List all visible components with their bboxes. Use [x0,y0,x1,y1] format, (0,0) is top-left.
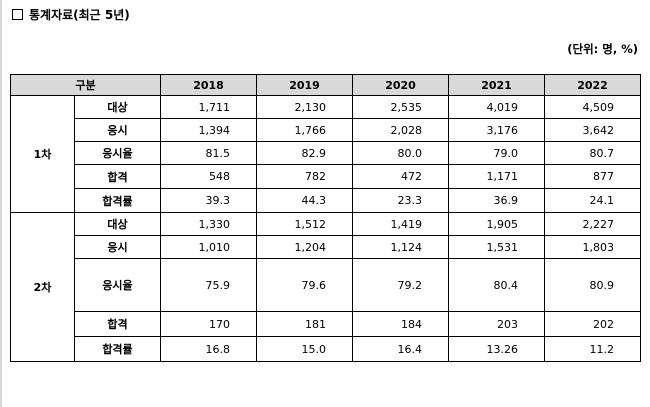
row-label: 응시율 [74,141,161,165]
table-cell: 1,010 [160,235,257,259]
table-cell: 184 [352,311,449,337]
left-edge-rule [0,0,2,407]
row-label: 대상 [74,95,161,119]
header-corner: 구분 [10,74,161,96]
table-cell: 11.2 [544,336,641,362]
table-cell: 1,512 [256,212,353,236]
statistics-table: 구분 2018 2019 2020 2021 2022 1차 대상 1,711 … [10,74,641,362]
section-heading: 통계자료(최근 5년) [12,6,130,23]
table-cell: 4,019 [448,95,545,119]
table-cell: 1,905 [448,212,545,236]
table-row: 합격률 16.8 15.0 16.4 13.26 11.2 [11,336,641,362]
table-row: 2차 대상 1,330 1,512 1,419 1,905 2,227 [10,212,641,362]
table-cell: 181 [256,311,353,337]
table-cell: 472 [352,164,449,189]
table-cell: 80.0 [352,141,449,165]
row-label: 합격 [74,164,161,189]
table-cell: 877 [544,164,641,189]
table-row: 합격 548 782 472 1,171 877 [11,164,641,189]
table-cell: 36.9 [448,188,545,213]
table-cell: 1,803 [544,235,641,259]
row-label: 응시 [74,118,161,142]
header-year: 2020 [352,74,449,96]
table-row: 합격 170 181 184 203 202 [11,311,641,337]
header-year: 2018 [160,74,257,96]
row-label: 대상 [74,212,161,236]
table-cell: 79.6 [256,258,353,312]
table-row: 1차 대상 1,711 2,130 2,535 4,019 4,509 [10,95,641,213]
table-cell: 2,028 [352,118,449,142]
table-cell: 782 [256,164,353,189]
table-cell: 16.4 [352,336,449,362]
table-cell: 170 [160,311,257,337]
table-cell: 75.9 [160,258,257,312]
table-cell: 15.0 [256,336,353,362]
table-cell: 3,176 [448,118,545,142]
table-cell: 203 [448,311,545,337]
table-cell: 1,766 [256,118,353,142]
table-cell: 2,535 [352,95,449,119]
table-row: 합격률 39.3 44.3 23.3 36.9 24.1 [11,188,641,213]
row-label: 응시 [74,235,161,259]
table-cell: 2,130 [256,95,353,119]
row-label: 합격률 [74,336,161,362]
table-cell: 1,204 [256,235,353,259]
header-row: 구분 2018 2019 2020 2021 2022 [10,74,641,96]
table-cell: 3,642 [544,118,641,142]
table-cell: 1,711 [160,95,257,119]
table-row: 응시율 81.5 82.9 80.0 79.0 80.7 [11,141,641,165]
table-cell: 1,394 [160,118,257,142]
table-cell: 4,509 [544,95,641,119]
table-cell: 1,124 [352,235,449,259]
group-label: 1차 [10,95,75,213]
table-cell: 81.5 [160,141,257,165]
header-year: 2021 [448,74,545,96]
row-label: 합격 [74,311,161,337]
table-cell: 80.7 [544,141,641,165]
table-cell: 202 [544,311,641,337]
header-year: 2019 [256,74,353,96]
table-cell: 79.2 [352,258,449,312]
checkbox-square-icon [12,9,23,20]
table-cell: 80.9 [544,258,641,312]
table-cell: 44.3 [256,188,353,213]
table-cell: 1,330 [160,212,257,236]
table-cell: 82.9 [256,141,353,165]
group-label: 2차 [10,212,75,362]
header-year: 2022 [544,74,641,96]
table-cell: 24.1 [544,188,641,213]
row-label: 합격률 [74,188,161,213]
table-cell: 2,227 [544,212,641,236]
table-cell: 548 [160,164,257,189]
table-cell: 39.3 [160,188,257,213]
table-cell: 1,531 [448,235,545,259]
table-cell: 16.8 [160,336,257,362]
section-heading-text: 통계자료(최근 5년) [29,8,130,22]
table-row: 응시율 75.9 79.6 79.2 80.4 80.9 [11,258,641,312]
table-cell: 80.4 [448,258,545,312]
table-row: 응시 1,010 1,204 1,124 1,531 1,803 [11,235,641,259]
row-label: 응시율 [74,258,161,312]
table-row: 응시 1,394 1,766 2,028 3,176 3,642 [11,118,641,142]
table-cell: 1,419 [352,212,449,236]
unit-note: (단위: 명, %) [567,42,638,56]
table-cell: 1,171 [448,164,545,189]
table-cell: 79.0 [448,141,545,165]
table-cell: 13.26 [448,336,545,362]
table-cell: 23.3 [352,188,449,213]
